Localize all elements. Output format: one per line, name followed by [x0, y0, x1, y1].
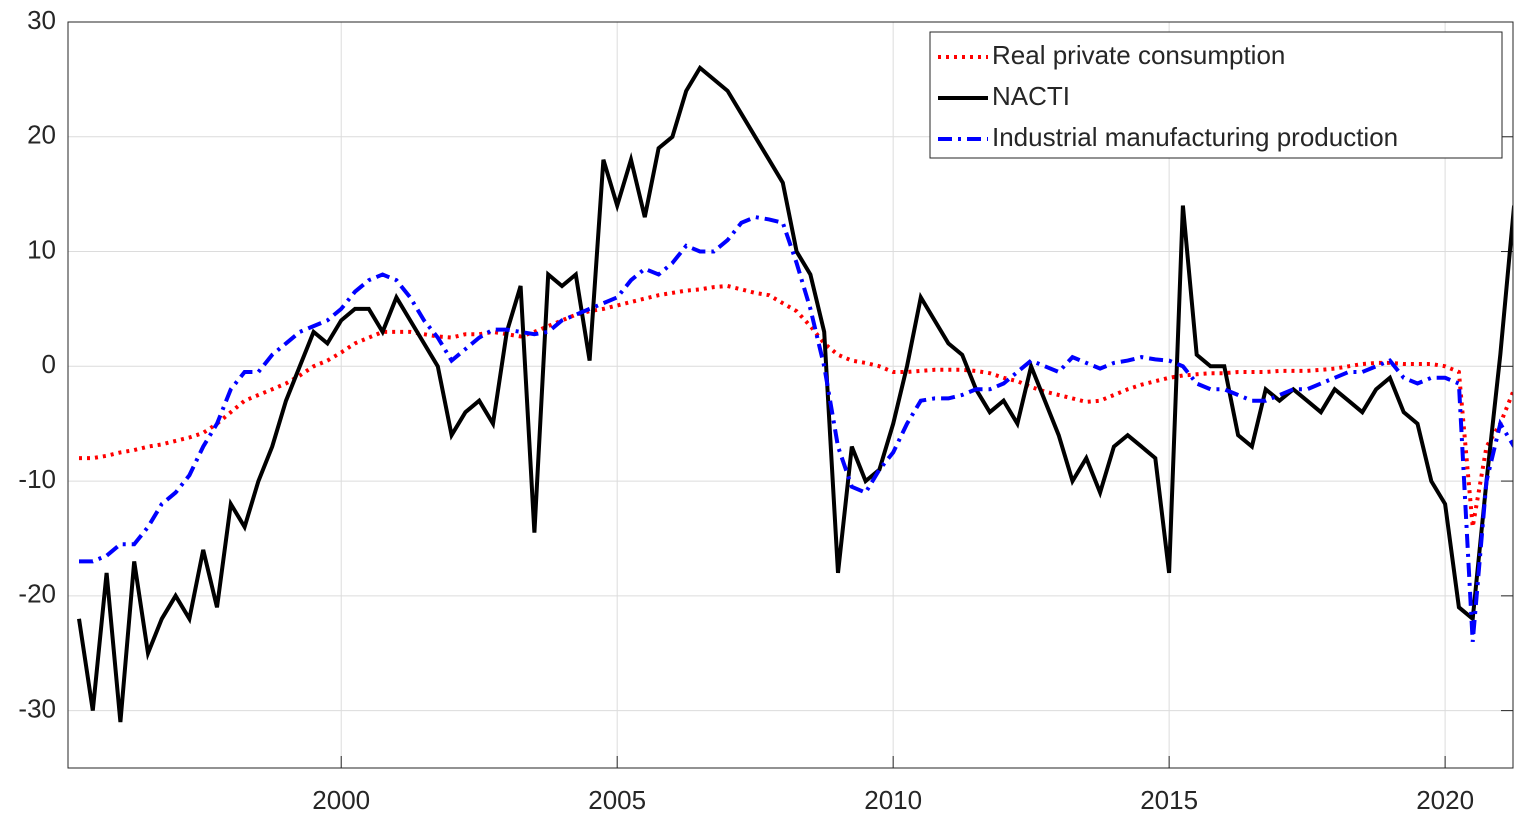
x-tick-label: 2015	[1140, 785, 1198, 815]
legend-label: Industrial manufacturing production	[992, 122, 1398, 152]
y-tick-label: 10	[27, 234, 56, 264]
legend-box	[929, 31, 1503, 159]
y-tick-label: -10	[18, 464, 56, 494]
y-tick-label: -30	[18, 693, 56, 723]
legend-label: NACTI	[992, 81, 1070, 111]
y-tick-label: 20	[27, 120, 56, 150]
y-tick-label: 30	[27, 5, 56, 35]
series-line	[79, 283, 1513, 528]
x-tick-label: 2020	[1416, 785, 1474, 815]
x-tick-label: 2010	[864, 785, 922, 815]
x-tick-label: 2000	[312, 785, 370, 815]
series-line	[79, 215, 1513, 642]
y-tick-label: -20	[18, 579, 56, 609]
legend-label: Real private consumption	[992, 40, 1285, 70]
x-tick-label: 2005	[588, 785, 646, 815]
y-tick-label: 0	[42, 349, 56, 379]
series-line	[77, 64, 1513, 723]
plot-frame	[67, 21, 1514, 769]
